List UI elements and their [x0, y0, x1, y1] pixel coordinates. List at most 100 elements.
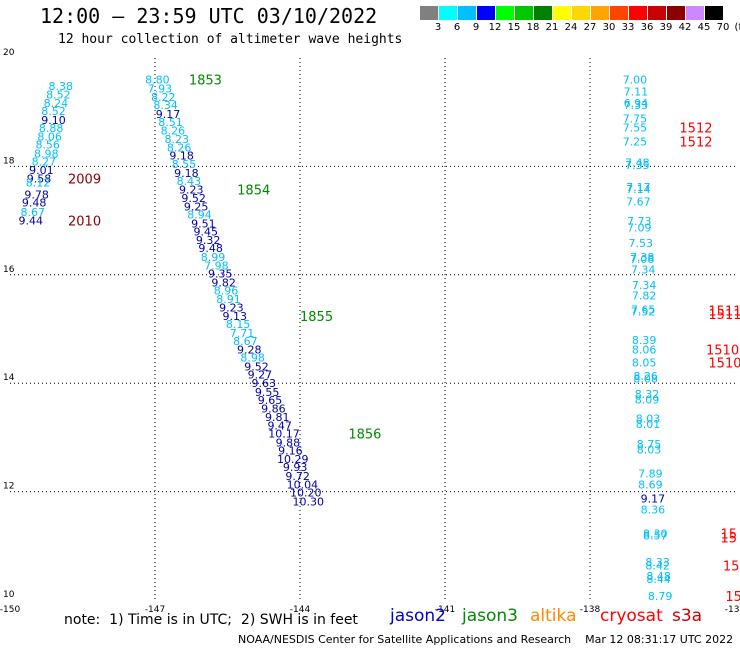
- wave-height-label: 7.89: [638, 468, 663, 481]
- wave-height-label: 8.91: [216, 293, 241, 306]
- wave-height-label: 8.05: [632, 357, 657, 370]
- wave-height-label: 8.69: [638, 479, 663, 492]
- legend-label: 30: [602, 22, 616, 33]
- wave-height-label: 7.17: [626, 181, 651, 194]
- legend-label: 33: [621, 22, 635, 33]
- wave-height-label: 9.28: [237, 344, 262, 357]
- wave-height-label: 9.18: [169, 150, 194, 163]
- sat-jason3: jason3: [462, 606, 518, 626]
- wave-height-label: 9.52: [181, 192, 206, 205]
- wave-height-label: 10.20: [290, 487, 322, 500]
- wave-height-label: 9.86: [261, 403, 286, 416]
- legend-swatch: [686, 6, 704, 20]
- wave-height-label: 8.38: [49, 80, 74, 93]
- legend-swatch: [515, 6, 533, 20]
- wave-height-label: 9.45: [194, 225, 219, 238]
- wave-height-label: 8.39: [632, 334, 657, 347]
- wave-height-label: 7.55: [623, 121, 648, 134]
- chart-title: 12:00 – 23:59 UTC 03/10/2022: [40, 4, 378, 28]
- wave-height-label: 7.53: [629, 237, 654, 250]
- wave-height-label: 7.48: [625, 157, 650, 170]
- wave-height-label: 9.44: [19, 215, 44, 228]
- wave-height-label: 8.24: [44, 97, 69, 110]
- wave-height-label: 8.98: [34, 147, 59, 160]
- time-label: 15: [721, 532, 738, 547]
- wave-height-label: 8.27: [32, 156, 57, 169]
- legend-label: 42: [678, 22, 692, 33]
- wave-height-label: 8.15: [226, 318, 251, 331]
- time-label: 2010: [68, 215, 101, 230]
- wave-height-label: 9.25: [184, 201, 209, 214]
- wave-height-label: 9.13: [223, 310, 248, 323]
- wave-height-label: 8.56: [35, 139, 60, 152]
- wave-height-label: 9.17: [156, 108, 181, 121]
- footer-note: note: 1) Time is in UTC; 2) SWH is in fe…: [64, 612, 358, 628]
- time-label: 1511: [708, 308, 740, 323]
- wave-height-label: 8.26: [167, 141, 192, 154]
- wave-height-label: 8.06: [37, 131, 62, 144]
- time-label: 1511: [708, 305, 740, 320]
- sat-jason2: jason2: [390, 606, 446, 626]
- wave-height-label: 7.71: [230, 327, 255, 340]
- legend-label: 27: [583, 22, 597, 33]
- wave-height-label: 10.04: [287, 479, 319, 492]
- wave-height-label: 9.63: [252, 377, 277, 390]
- wave-height-label: 8.42: [645, 559, 670, 572]
- wave-height-label: 8.96: [214, 285, 239, 298]
- legend-swatch: [667, 6, 685, 20]
- wave-height-label: 7.08: [630, 253, 655, 266]
- y-tick-label: 20: [3, 48, 15, 58]
- legend-label: 9: [472, 22, 480, 33]
- time-label: 1512: [679, 121, 712, 136]
- wave-height-label: 8.52: [41, 105, 66, 118]
- wave-height-label: 8.08: [633, 372, 658, 385]
- wave-height-label: 9.58: [27, 172, 52, 185]
- time-label: 15: [723, 559, 740, 574]
- wave-height-label: 7.67: [626, 196, 651, 209]
- wave-height-label: 8.98: [240, 352, 265, 365]
- wave-height-label: 8.06: [632, 344, 657, 357]
- wave-height-label: 8.34: [153, 99, 178, 112]
- x-tick-label: -141: [435, 605, 455, 615]
- wave-height-label: 9.51: [191, 217, 216, 230]
- legend-label: 6: [453, 22, 461, 33]
- legend-swatch: [572, 6, 590, 20]
- x-tick-label: -150: [0, 605, 20, 615]
- wave-height-label: 7.73: [627, 215, 652, 228]
- legend-swatch: [553, 6, 571, 20]
- wave-height-label: 8.94: [187, 209, 212, 222]
- wave-height-label: 7.75: [623, 113, 648, 126]
- wave-height-label: 8.67: [233, 335, 258, 348]
- legend-label: 36: [640, 22, 654, 33]
- footer-credit: NOAA/NESDIS Center for Satellite Applica…: [238, 633, 734, 646]
- wave-height-label: 9.93: [283, 461, 308, 474]
- y-tick-label: 14: [3, 373, 15, 383]
- legend-label: 21: [545, 22, 559, 33]
- wave-height-label: 8.33: [645, 556, 670, 569]
- x-tick-label: -147: [145, 605, 165, 615]
- wave-height-label: 9.78: [24, 189, 49, 202]
- wave-height-label: 8.09: [635, 393, 660, 406]
- wave-height-label: 10.29: [277, 453, 309, 466]
- wave-height-label: 7.38: [630, 251, 655, 264]
- legend-swatch: [477, 6, 495, 20]
- wave-height-label: 9.88: [276, 436, 301, 449]
- sat-altika: altika: [530, 606, 577, 626]
- legend-swatch: [496, 6, 514, 20]
- wave-height-label: 7.98: [204, 260, 229, 273]
- legend-swatch: [439, 6, 457, 20]
- legend-label: 45: [697, 22, 711, 33]
- wave-height-label: 9.65: [258, 394, 283, 407]
- wave-height-label: 8.67: [20, 206, 45, 219]
- wave-height-label: 8.99: [201, 251, 226, 264]
- legend-label: 24: [564, 22, 578, 33]
- wave-height-label: 8.03: [636, 412, 661, 425]
- legend-label: 12: [488, 22, 502, 33]
- wave-height-label: 8.03: [637, 443, 662, 456]
- wave-height-label: 7.33: [624, 99, 649, 112]
- wave-height-label: 9.52: [244, 360, 269, 373]
- legend-unit: (ft): [734, 22, 740, 33]
- wave-height-label: 8.44: [646, 573, 671, 586]
- wave-height-label: 8.75: [637, 438, 662, 451]
- wave-height-label: 8.88: [39, 122, 64, 135]
